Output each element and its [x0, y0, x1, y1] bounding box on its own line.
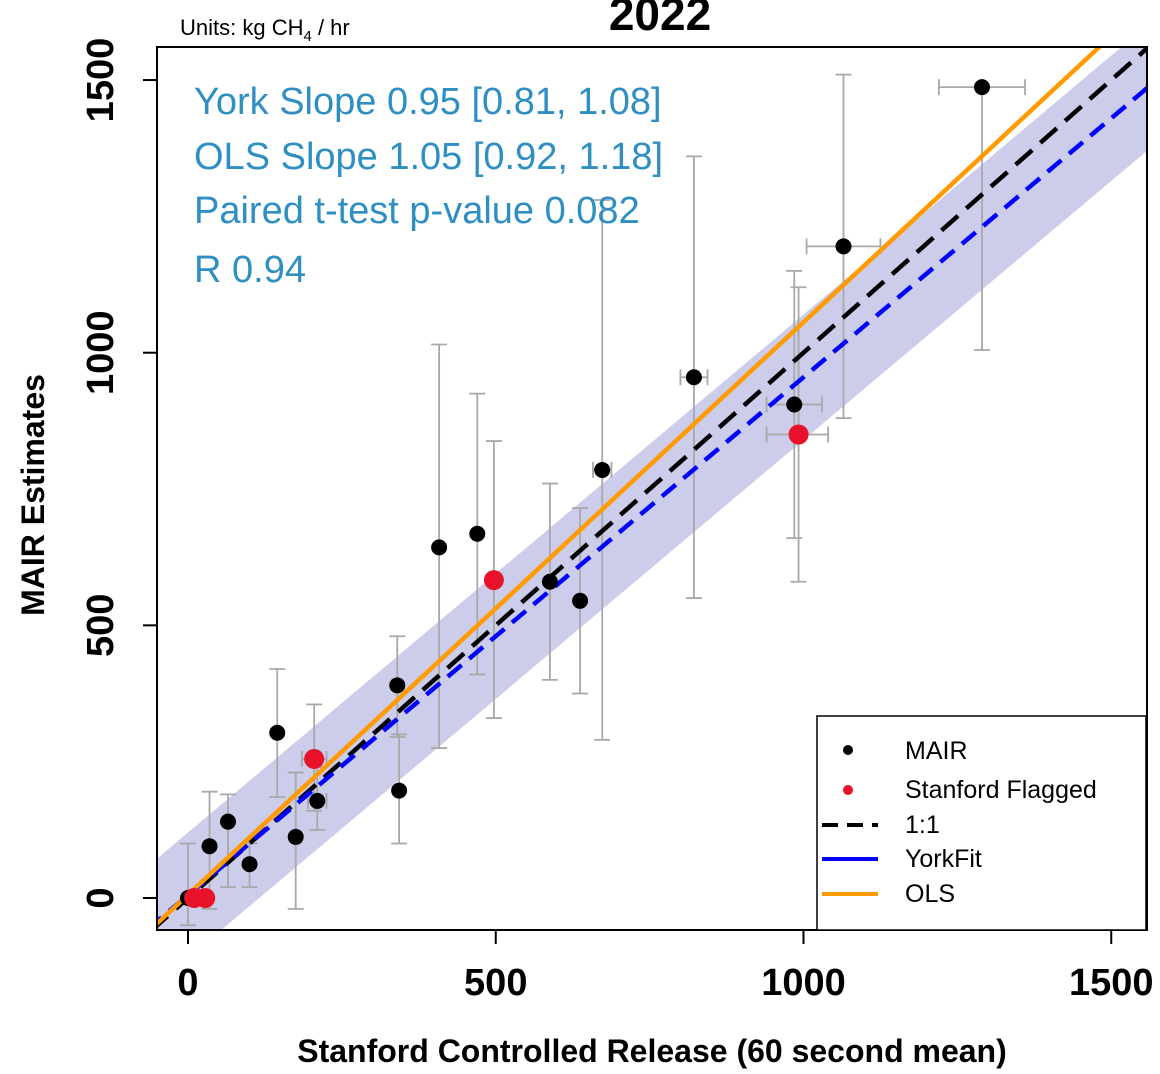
y-tick-label-3: 1500 [80, 38, 122, 123]
y-tick-label-1: 500 [80, 594, 122, 657]
legend-marker-mair [843, 745, 853, 755]
x-tick-label-0: 0 [177, 962, 198, 1004]
flagged-point-3 [483, 570, 504, 591]
mair-point-4 [269, 724, 286, 741]
data-points [180, 79, 990, 908]
mair-point-13 [594, 461, 611, 478]
mair-point-2 [220, 813, 237, 830]
mair-point-14 [685, 369, 702, 386]
mair-point-3 [241, 856, 258, 873]
mair-point-9 [431, 539, 448, 556]
legend: MAIR Stanford Flagged 1:1 YorkFit OLS [816, 715, 1147, 931]
mair-point-11 [541, 573, 558, 590]
y-tick-label-2: 1000 [80, 310, 122, 395]
units-note: Units: kg CH4 / hr [180, 15, 350, 45]
mair-point-1 [201, 838, 218, 855]
x-tick-label-2: 1000 [761, 962, 846, 1004]
mair-point-5 [287, 828, 304, 845]
error-bar-0-17 [938, 79, 1026, 351]
error-bar-0-0 [180, 842, 196, 927]
stat-r: R 0.94 [194, 249, 306, 291]
stat-york-slope: York Slope 0.95 [0.81, 1.08] [194, 81, 662, 123]
chart-title: 2022 [609, 0, 711, 40]
legend-marker-flagged [843, 785, 853, 795]
y-axis-title: MAIR Estimates [15, 374, 51, 616]
mair-point-6 [309, 792, 326, 809]
stat-ols-slope: OLS Slope 1.05 [0.92, 1.18] [194, 136, 663, 178]
flagged-point-4 [788, 424, 809, 445]
legend-label-one-to-one: 1:1 [905, 811, 940, 839]
stats-block: York Slope 0.95 [0.81, 1.08] OLS Slope 1… [194, 81, 663, 291]
legend-label-yorkfit: YorkFit [905, 845, 982, 873]
flagged-point-2 [304, 748, 325, 769]
legend-label-ols: OLS [905, 880, 955, 908]
legend-box [816, 715, 1147, 931]
x-tick-label-1: 500 [464, 962, 527, 1004]
mair-point-16 [835, 238, 852, 255]
ols-line [157, 47, 1103, 927]
one-to-one-line [157, 47, 1147, 929]
y-tick-label-0: 0 [80, 887, 122, 908]
legend-label-flagged: Stanford Flagged [905, 776, 1097, 804]
x-axis: 0 500 1000 1500 [177, 930, 1154, 1004]
x-axis-title: Stanford Controlled Release (60 second m… [297, 1033, 1007, 1069]
mair-point-8 [391, 782, 408, 799]
mair-point-12 [572, 592, 589, 609]
error-bar-0-2 [220, 793, 237, 888]
mair-point-10 [469, 525, 486, 542]
stat-ttest: Paired t-test p-value 0.082 [194, 190, 640, 232]
y-axis: 0 500 1000 1500 [80, 38, 157, 909]
plot-frame [156, 46, 1148, 931]
flagged-point-1 [195, 888, 216, 908]
mair-point-17 [973, 79, 990, 96]
legend-label-mair: MAIR [905, 737, 968, 765]
mair-point-15 [786, 396, 803, 413]
x-tick-label-3: 1500 [1069, 962, 1154, 1004]
mair-point-7 [389, 677, 406, 694]
